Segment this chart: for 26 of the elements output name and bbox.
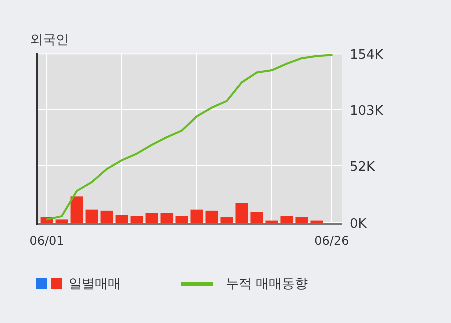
bar <box>236 203 248 223</box>
y-tick-label: 154K <box>350 48 384 64</box>
y-tick-label: 0K <box>350 217 368 232</box>
y-tick-label: 103K <box>350 104 384 120</box>
legend-label: 일별매매 <box>69 277 121 292</box>
bar <box>146 213 158 223</box>
bar <box>206 210 218 223</box>
bar <box>130 216 144 223</box>
bar <box>100 210 114 223</box>
bar <box>116 215 128 223</box>
bar <box>160 213 174 223</box>
chart-title: 외국인 <box>30 33 69 48</box>
bar <box>56 220 68 223</box>
bar <box>280 216 294 223</box>
line-series <box>46 54 333 221</box>
bar <box>220 218 234 223</box>
bar <box>250 212 264 223</box>
bar <box>190 210 204 223</box>
x-tick-label: 06/26 <box>314 234 350 248</box>
legend-label: 누적 매매동향 <box>226 277 308 292</box>
y-tick-label: 52K <box>350 160 376 175</box>
bar <box>86 210 98 223</box>
bar <box>70 196 84 223</box>
x-tick-label: 06/01 <box>30 234 64 248</box>
bar <box>296 218 308 223</box>
bar <box>176 216 188 223</box>
